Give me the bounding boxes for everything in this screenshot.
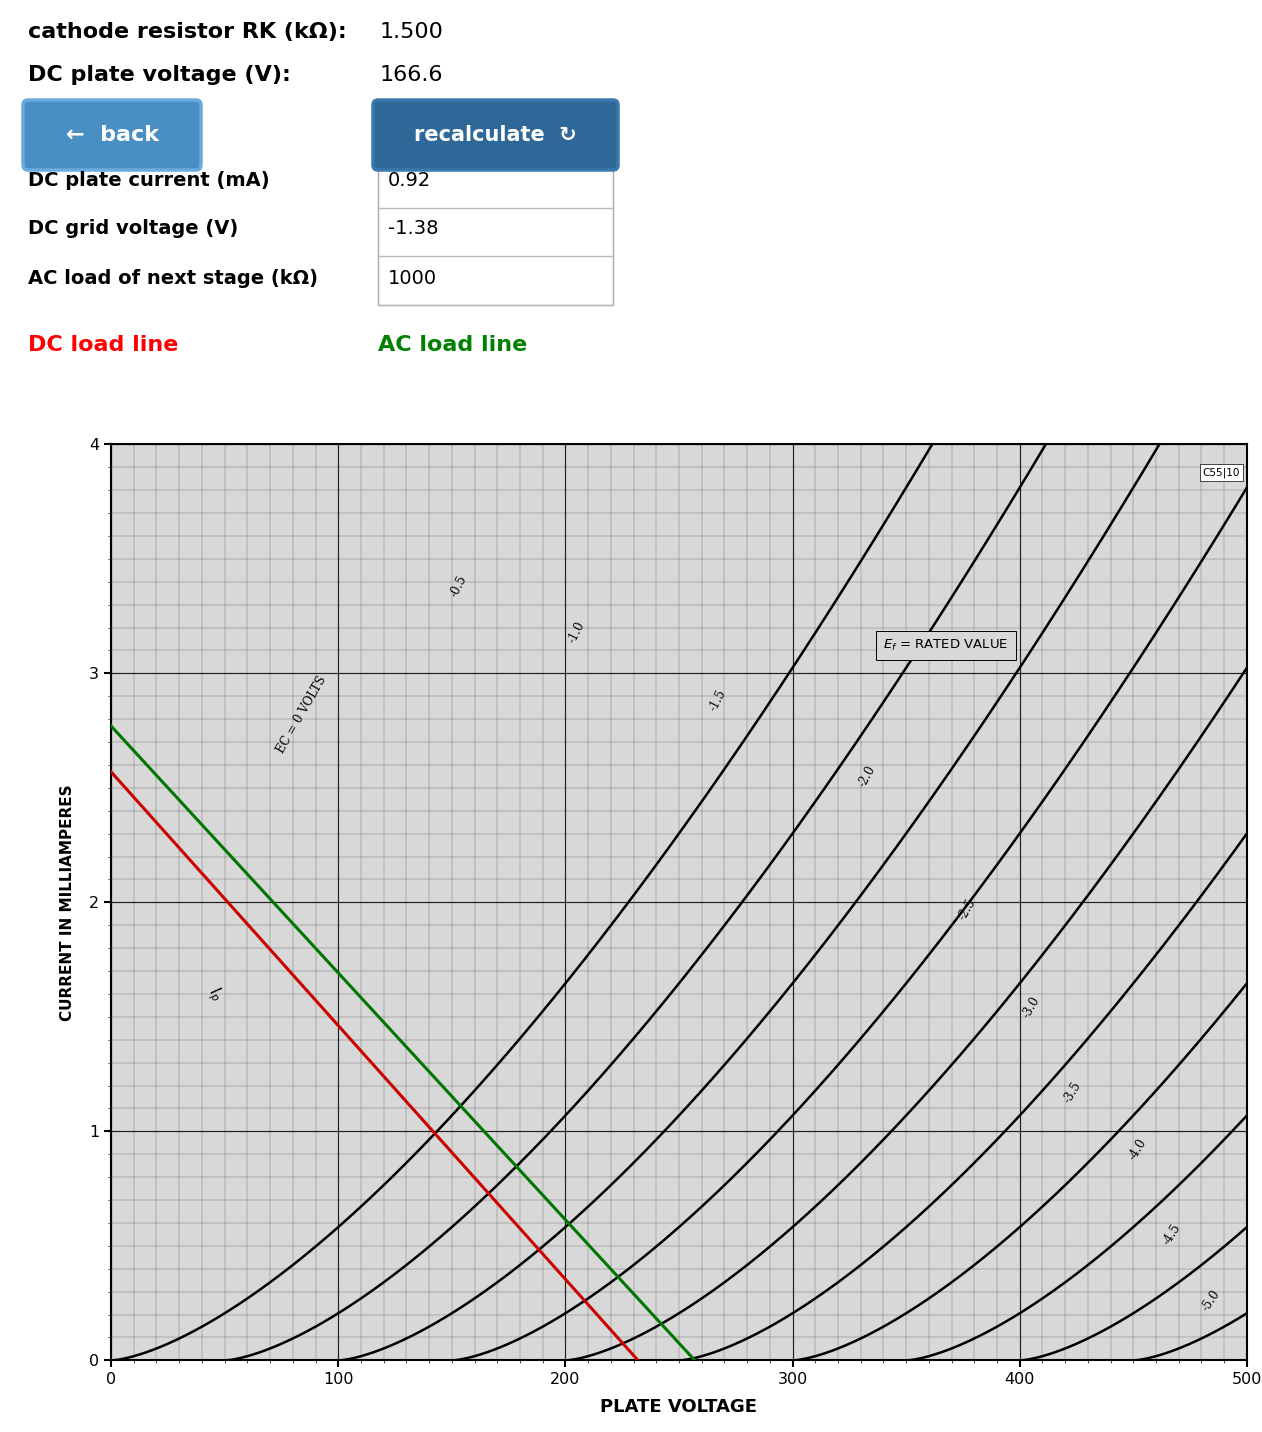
- Text: C55|10: C55|10: [1203, 467, 1241, 478]
- Text: -1.0: -1.0: [565, 619, 587, 646]
- Text: 1.500: 1.500: [380, 21, 444, 42]
- Text: -0.5: -0.5: [447, 573, 469, 600]
- Text: -5.0: -5.0: [1199, 1287, 1223, 1315]
- Bar: [379, 160, 613, 305]
- Text: DC grid voltage (V): DC grid voltage (V): [28, 219, 239, 238]
- Text: -1.5: -1.5: [707, 687, 728, 715]
- Y-axis label: CURRENT IN MILLIAMPERES: CURRENT IN MILLIAMPERES: [61, 785, 76, 1021]
- Text: $I_p$: $I_p$: [203, 982, 227, 1005]
- Text: DC load line: DC load line: [28, 335, 178, 355]
- Text: ←  back: ← back: [66, 125, 159, 145]
- Text: EC = 0 VOLTS: EC = 0 VOLTS: [275, 673, 329, 756]
- Text: AC load of next stage (kΩ): AC load of next stage (kΩ): [28, 269, 318, 288]
- Text: 0.92: 0.92: [387, 170, 432, 189]
- Text: -4.5: -4.5: [1161, 1221, 1184, 1247]
- Text: -2.5: -2.5: [957, 896, 978, 922]
- FancyBboxPatch shape: [23, 100, 201, 170]
- Text: -3.0: -3.0: [1020, 995, 1042, 1021]
- Text: 1000: 1000: [387, 269, 437, 288]
- Text: DC plate current (mA): DC plate current (mA): [28, 170, 270, 189]
- X-axis label: PLATE VOLTAGE: PLATE VOLTAGE: [601, 1398, 757, 1416]
- Text: 166.6: 166.6: [380, 64, 443, 84]
- Text: DC plate voltage (V):: DC plate voltage (V):: [28, 64, 290, 84]
- Text: cathode resistor RK (kΩ):: cathode resistor RK (kΩ):: [28, 21, 347, 42]
- FancyBboxPatch shape: [374, 100, 618, 170]
- Text: -2.0: -2.0: [856, 763, 878, 789]
- Text: -3.5: -3.5: [1060, 1080, 1084, 1106]
- Text: $E_f$ = RATED VALUE: $E_f$ = RATED VALUE: [883, 639, 1008, 653]
- Text: -1.38: -1.38: [387, 219, 438, 238]
- Text: AC load line: AC load line: [379, 335, 528, 355]
- Text: recalculate  ↻: recalculate ↻: [414, 125, 577, 145]
- Text: -4.0: -4.0: [1127, 1137, 1150, 1163]
